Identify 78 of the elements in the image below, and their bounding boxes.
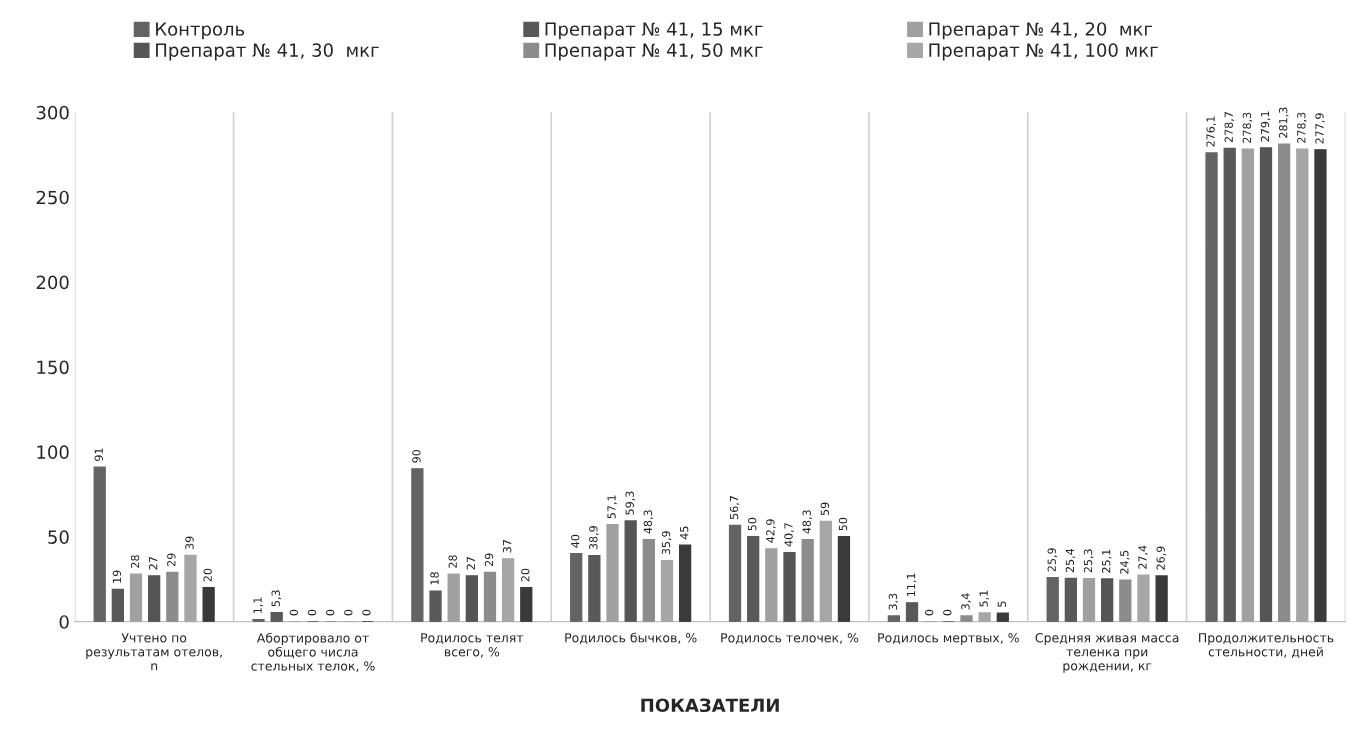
- data-label: 0: [362, 609, 371, 616]
- data-label: 3,3: [888, 593, 899, 610]
- data-label: 59,3: [625, 491, 636, 515]
- data-label: 48,3: [643, 510, 654, 534]
- x-tick-label: Родилось телят всего, %: [421, 633, 524, 658]
- data-label: 24,5: [1120, 550, 1130, 574]
- y-tick-label: 0: [59, 615, 69, 629]
- data-label: 5,3: [271, 590, 282, 607]
- data-label: 37: [502, 540, 512, 553]
- data-label: 278,3: [1297, 112, 1307, 143]
- data-label: 277,9: [1315, 113, 1325, 144]
- data-label: 278,7: [1224, 112, 1235, 143]
- data-label: 0: [307, 609, 317, 616]
- data-label: 27,4: [1138, 545, 1148, 569]
- x-tick-label: Средняя живая масса теленка при рождении, кг: [1035, 633, 1179, 673]
- y-tick-label: 200: [36, 275, 69, 290]
- x-axis-title: ПОКАЗАТЕЛИ: [641, 698, 779, 713]
- data-label: 0: [344, 609, 353, 616]
- data-label: 3,4: [961, 593, 971, 610]
- legend-label: Контроль: [156, 22, 245, 40]
- data-label: 276,1: [1206, 116, 1216, 147]
- x-tick-label: Родилось мертвых, %: [878, 633, 1019, 645]
- data-label: 57,1: [607, 495, 617, 519]
- data-label: 0: [289, 609, 299, 616]
- data-label: 50: [838, 517, 848, 531]
- data-label: 29: [484, 553, 494, 567]
- y-tick-label: 150: [37, 360, 69, 375]
- y-tick-label: 100: [37, 445, 69, 460]
- data-label: 5: [997, 601, 1007, 607]
- data-label: 25,4: [1065, 548, 1076, 573]
- data-label: 28: [448, 555, 457, 568]
- data-label: 48,3: [802, 510, 812, 534]
- data-label: 20: [203, 568, 212, 582]
- data-label: 28: [130, 555, 140, 568]
- data-label: 11,1: [906, 573, 917, 597]
- data-label: 20: [521, 568, 530, 582]
- data-label: 40,7: [784, 523, 794, 547]
- data-label: 278,3: [1242, 112, 1253, 143]
- x-tick-label: Родилось телочек, %: [721, 633, 859, 645]
- data-label: 39: [185, 536, 194, 550]
- data-label: 18: [430, 572, 439, 585]
- data-label: 50: [748, 517, 757, 531]
- data-label: 91: [94, 448, 103, 461]
- x-tick-label: Учтено по результатам отелов, n: [86, 633, 222, 671]
- legend-label: Препарат № 41, 100 мкг: [929, 43, 1158, 61]
- legend-label: Препарат № 41, 30 мкг: [156, 43, 379, 61]
- data-label: 25,9: [1047, 548, 1058, 572]
- y-tick-label: 50: [48, 530, 69, 544]
- legend-label: Препарат № 41, 50 мкг: [545, 43, 763, 61]
- data-label: 279,1: [1260, 111, 1271, 142]
- data-label: 56,7: [729, 496, 740, 519]
- data-label: 19: [112, 570, 122, 583]
- data-label: 27: [466, 557, 475, 570]
- data-label: 45: [680, 526, 689, 540]
- data-label: 0: [924, 609, 934, 616]
- data-label: 25,3: [1083, 549, 1094, 573]
- data-label: 38,9: [589, 526, 599, 550]
- data-label: 90: [412, 449, 421, 463]
- data-label: 42,9: [766, 519, 776, 543]
- x-tick-label: Продолжительность стельности, дней: [1199, 633, 1334, 658]
- data-label: 281,3: [1278, 107, 1289, 138]
- legend-label: Препарат № 41, 15 мкг: [545, 22, 763, 40]
- y-tick-label: 250: [36, 190, 69, 205]
- data-label: 1,1: [253, 597, 263, 614]
- data-label: 25,1: [1101, 549, 1112, 573]
- y-tick-label: 300: [36, 105, 69, 120]
- legend-label: Препарат № 41, 20 мкг: [929, 22, 1153, 40]
- data-label: 35,9: [661, 531, 672, 555]
- data-label: 26,9: [1156, 546, 1166, 570]
- data-label: 29: [167, 553, 176, 567]
- data-label: 0: [325, 609, 335, 616]
- data-label: 27: [148, 557, 158, 570]
- data-label: 40: [571, 534, 580, 548]
- x-tick-label: Родилось бычков, %: [565, 632, 697, 645]
- x-tick-label: Абортировало от общего числа стельных телок, %: [251, 632, 375, 672]
- data-label: 5,1: [979, 590, 989, 607]
- data-label: 0: [943, 609, 952, 616]
- data-label: 59: [820, 502, 830, 516]
